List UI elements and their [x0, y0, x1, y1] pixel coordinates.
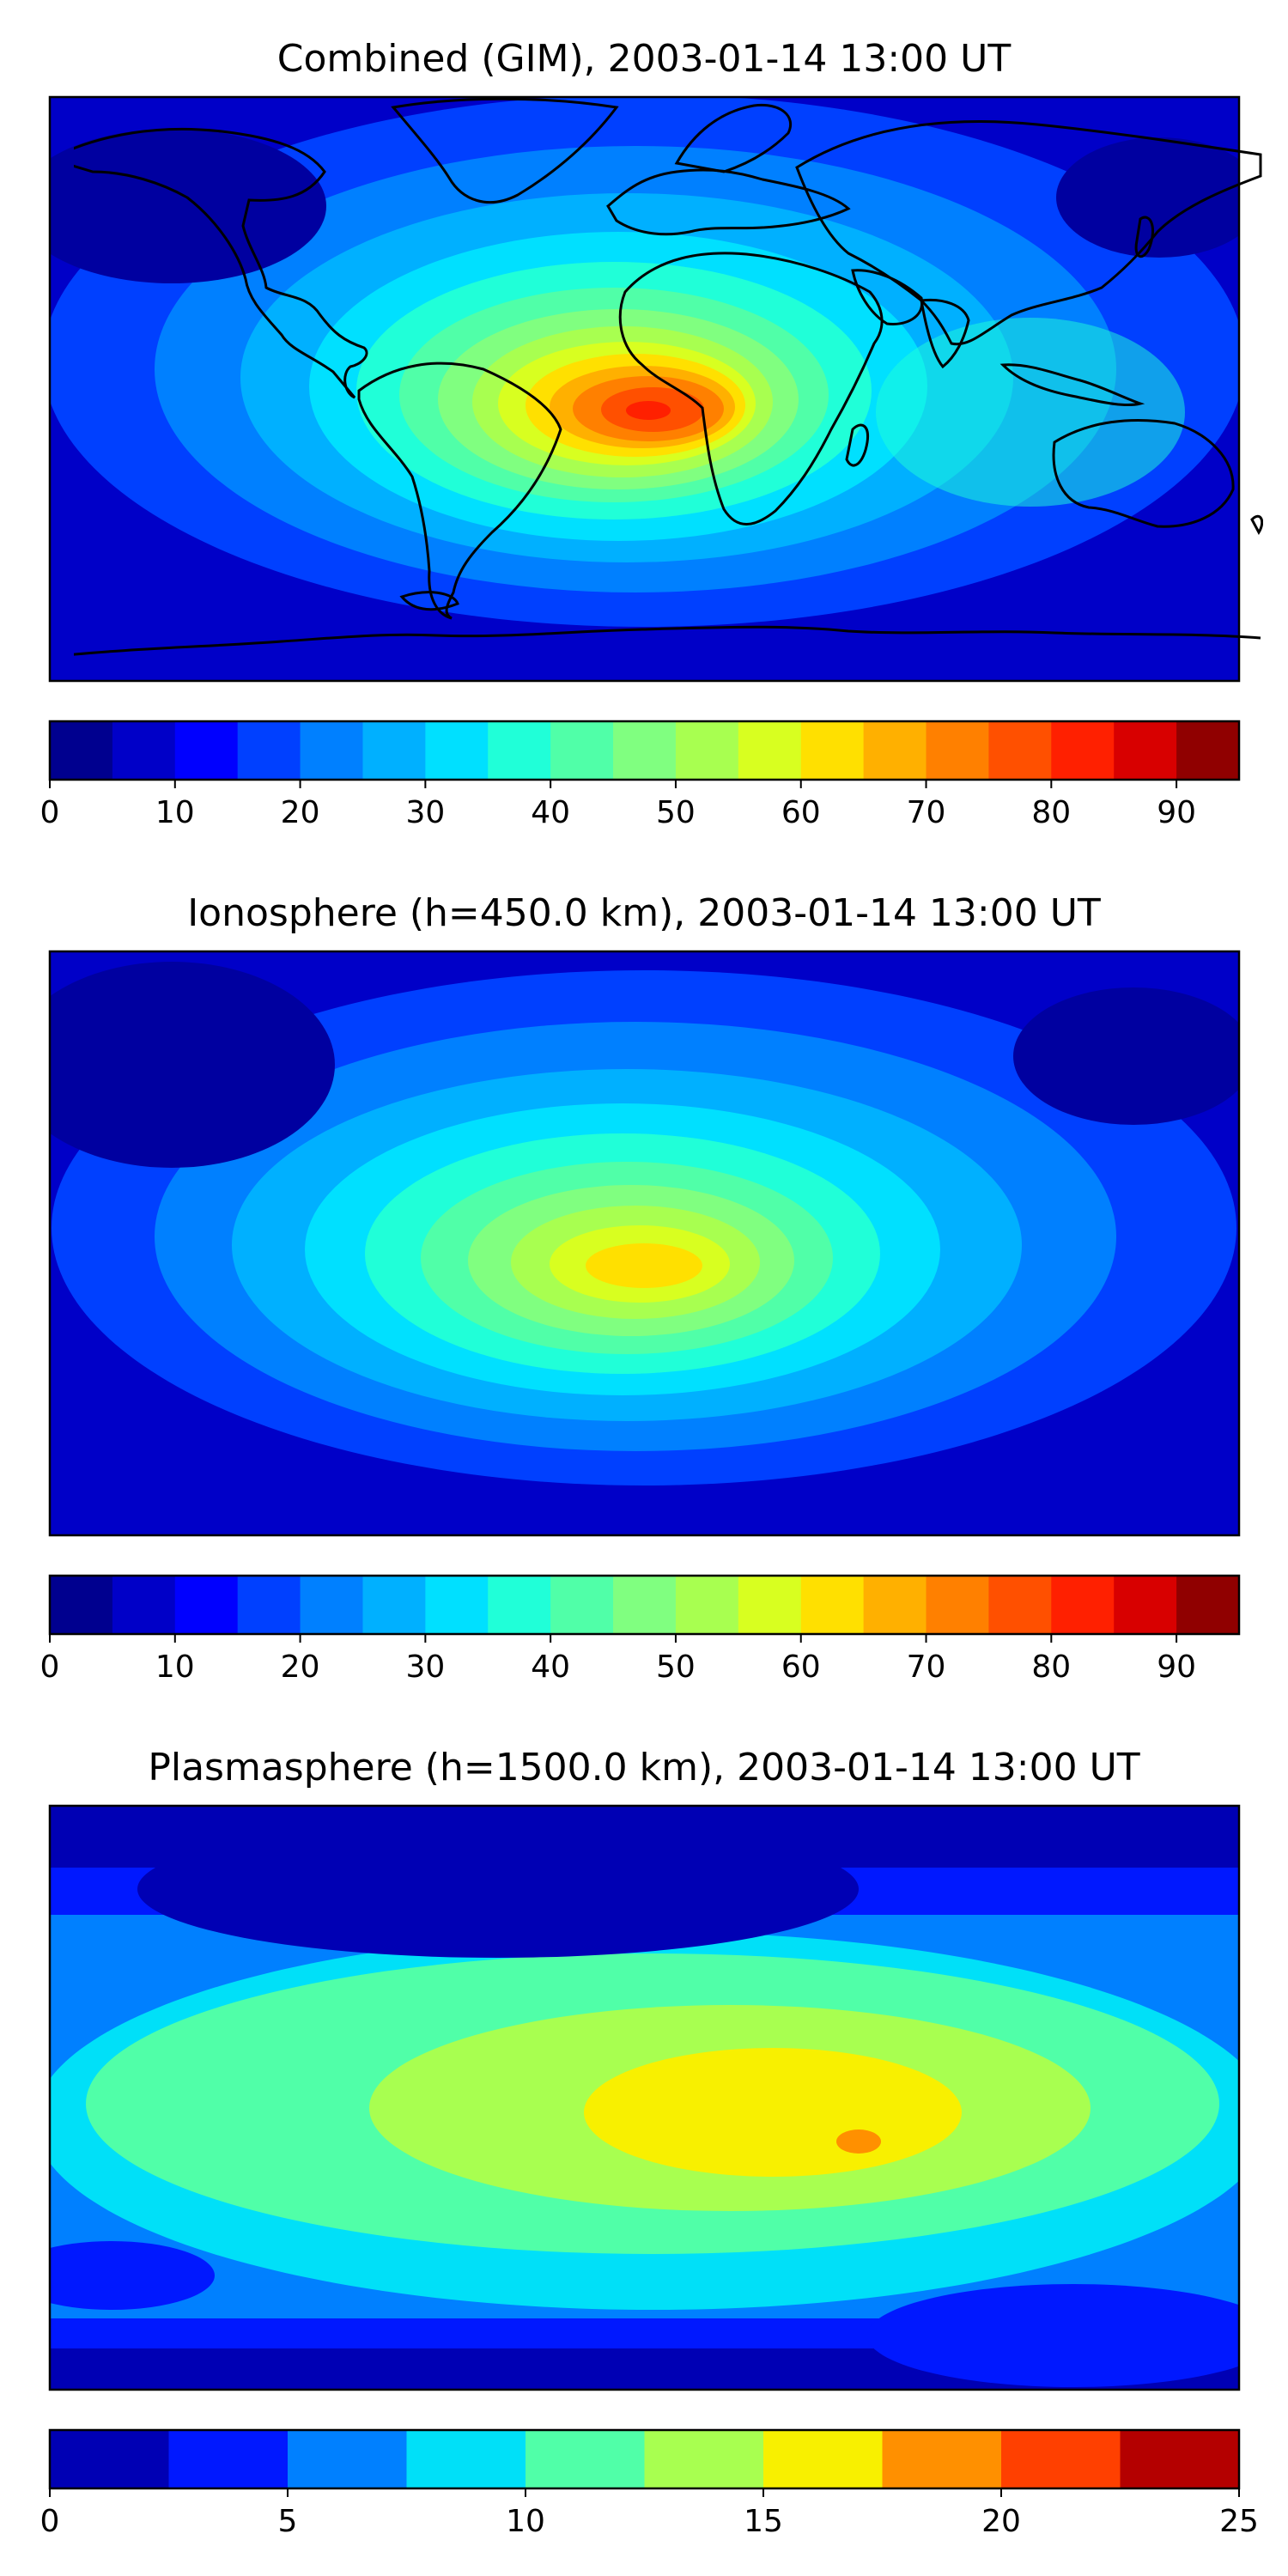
colorbar-segment — [1114, 1576, 1177, 1634]
colorbar-tick-label: 30 — [405, 795, 445, 830]
colorbar-tick-label: 80 — [1031, 1649, 1071, 1685]
colorbar-tick-label: 10 — [506, 2504, 545, 2539]
colorbar-segment — [613, 721, 677, 780]
colorbar-segment — [168, 2430, 289, 2488]
colorbar-segment — [738, 721, 802, 780]
colorbar-segment — [174, 1576, 239, 1634]
map-frame-combined — [48, 95, 1241, 683]
colorbar-segment — [988, 721, 1052, 780]
colorbar-tick-label: 0 — [40, 795, 60, 830]
map-panel-plasmasphere — [48, 1804, 1241, 2391]
contour-field-ionosphere — [50, 951, 1239, 1535]
colorbar-segment — [526, 2430, 646, 2488]
colorbar-segment — [112, 721, 176, 780]
colorbar-segment — [1176, 721, 1240, 780]
colorbar-segment — [237, 721, 301, 780]
colorbar-segment — [1120, 2430, 1240, 2488]
colorbar-segment — [1051, 721, 1115, 780]
colorbar-segment — [926, 721, 990, 780]
colorbar-segment — [300, 721, 364, 780]
colorbar-segment — [50, 721, 113, 780]
map-frame-plasmasphere — [48, 1804, 1241, 2391]
colorbar-tick-label: 70 — [907, 795, 946, 830]
map-panel-ionosphere — [48, 950, 1241, 1537]
colorbar-tick-label: 90 — [1157, 795, 1196, 830]
colorbar-segment — [288, 2430, 408, 2488]
colorbar-segment — [800, 721, 865, 780]
colorbar-frame — [48, 2428, 1241, 2490]
colorbar-segment — [675, 1576, 739, 1634]
colorbar-tick-label: 80 — [1031, 795, 1071, 830]
colorbar-segment — [644, 2430, 764, 2488]
colorbar-segment — [675, 721, 739, 780]
map-frame-ionosphere — [48, 950, 1241, 1537]
chart-title-plasmasphere: Plasmasphere (h=1500.0 km), 2003-01-14 1… — [148, 1746, 1139, 1789]
colorbar-tick-label: 50 — [656, 1649, 696, 1685]
colorbar-segment — [863, 1576, 927, 1634]
colorbar-tick-label: 60 — [781, 795, 821, 830]
colorbar-segment — [988, 1576, 1052, 1634]
chart-title-combined: Combined (GIM), 2003-01-14 13:00 UT — [277, 37, 1012, 81]
colorbar-tick-label: 0 — [40, 1649, 60, 1685]
colorbar-segment — [550, 721, 614, 780]
colorbar-segment — [488, 1576, 551, 1634]
colorbar-segment — [738, 1576, 802, 1634]
colorbar-segment — [50, 2430, 170, 2488]
colorbar-tick-label: 20 — [281, 795, 320, 830]
colorbar-tick-label: 10 — [155, 795, 195, 830]
colorbar-segment — [800, 1576, 865, 1634]
contour-field-plasmasphere — [50, 1806, 1239, 2390]
colorbar-tick-label: 10 — [155, 1649, 195, 1685]
colorbar-tick-label: 20 — [981, 2504, 1021, 2539]
colorbar-segment — [112, 1576, 176, 1634]
colorbar-tick-label: 15 — [744, 2504, 783, 2539]
colorbar-segment — [882, 2430, 1002, 2488]
colorbar-segment — [425, 1576, 489, 1634]
colorbar-segment — [488, 721, 551, 780]
colorbar-tick-label: 5 — [278, 2504, 298, 2539]
colorbar-tick-label: 50 — [656, 795, 696, 830]
colorbar-frame — [48, 1574, 1241, 1636]
colorbar-segment — [863, 721, 927, 780]
colorbar-segment — [362, 721, 426, 780]
colorbar-segment — [613, 1576, 677, 1634]
colorbar-segment — [425, 721, 489, 780]
colorbar-tick-label: 30 — [405, 1649, 445, 1685]
colorbar-tick-label: 90 — [1157, 1649, 1196, 1685]
colorbar-segment — [1051, 1576, 1115, 1634]
contour-field-combined — [50, 97, 1239, 681]
colorbar-segment — [1001, 2430, 1121, 2488]
colorbar-segment — [362, 1576, 426, 1634]
map-panel-combined — [48, 95, 1263, 683]
colorbar-segment — [300, 1576, 364, 1634]
colorbar-tick-label: 25 — [1219, 2504, 1259, 2539]
colorbar-segment — [406, 2430, 526, 2488]
chart-title-ionosphere: Ionosphere (h=450.0 km), 2003-01-14 13:0… — [187, 891, 1101, 935]
colorbar-segment — [550, 1576, 614, 1634]
colorbar-tick-label: 40 — [531, 795, 570, 830]
colorbar-frame — [48, 720, 1241, 781]
colorbar-segment — [174, 721, 239, 780]
colorbar-segment — [1114, 721, 1177, 780]
colorbar-segment — [50, 1576, 113, 1634]
colorbar-tick-label: 40 — [531, 1649, 570, 1685]
colorbar-segment — [237, 1576, 301, 1634]
colorbar-plasmasphere: 0 5 10 15 20 25 — [40, 2428, 1259, 2539]
colorbar-segment — [763, 2430, 884, 2488]
colorbar-segment — [926, 1576, 990, 1634]
colorbar-tick-label: 0 — [40, 2504, 60, 2539]
colorbar-segment — [1176, 1576, 1240, 1634]
colorbar-combined: 0 10 20 30 40 50 60 70 80 90 — [40, 720, 1241, 830]
colorbar-tick-label: 20 — [281, 1649, 320, 1685]
colorbar-ionosphere: 0 10 20 30 40 50 60 70 80 90 — [40, 1574, 1241, 1685]
colorbar-tick-label: 70 — [907, 1649, 946, 1685]
colorbar-tick-label: 60 — [781, 1649, 821, 1685]
